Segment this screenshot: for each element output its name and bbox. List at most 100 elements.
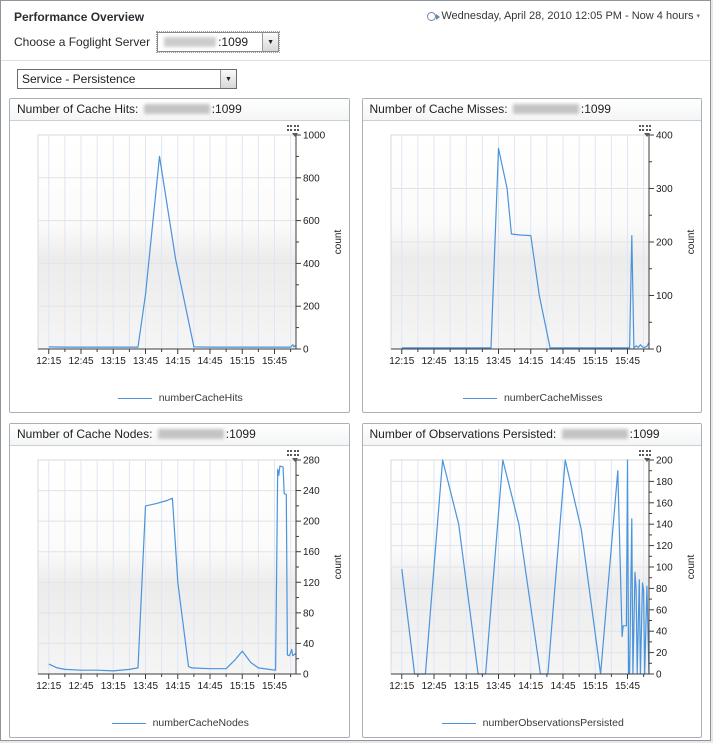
svg-text:40: 40	[303, 639, 315, 650]
legend-label: numberCacheHits	[158, 392, 243, 404]
svg-text:13:45: 13:45	[133, 681, 158, 692]
svg-text:100: 100	[656, 291, 673, 302]
chart-title-port: :1099	[225, 427, 256, 441]
chart-legend: numberCacheHits	[12, 389, 349, 407]
svg-text:15:45: 15:45	[614, 681, 639, 692]
time-range-caret-icon: ▾	[696, 13, 700, 20]
observations-persisted-chart: 0 20 40 60 80 100 120 140 160 180 200 12:15 12:45 13:…	[389, 456, 697, 693]
legend-line-swatch	[117, 397, 152, 399]
service-select-arrow-button[interactable]: ▼	[220, 70, 236, 88]
redacted-host	[512, 104, 579, 114]
svg-text:13:45: 13:45	[485, 681, 510, 692]
svg-text:280: 280	[303, 456, 320, 467]
server-select-arrow-button[interactable]: ▼	[262, 33, 279, 51]
svg-text:120: 120	[303, 578, 320, 589]
chart-panel-title: Number of Cache Misses: :1099	[362, 99, 701, 121]
chart-legend: numberObservationsPersisted	[365, 714, 702, 732]
svg-text:15:15: 15:15	[230, 681, 255, 692]
chart-options-icon[interactable]	[286, 450, 301, 464]
svg-text:80: 80	[656, 584, 668, 595]
chart-panel-observations-persisted: Number of Observations Persisted: :1099 …	[361, 423, 702, 738]
svg-text:0: 0	[656, 670, 662, 681]
chart-options-icon[interactable]	[639, 450, 653, 464]
chart-panel-body: 0 20 40 60 80 100 120 140 160 180 200 12:15 12:45 13:…	[363, 446, 702, 737]
svg-text:200: 200	[303, 302, 320, 313]
svg-text:15:45: 15:45	[262, 356, 287, 367]
service-select-value: Service - Persistence	[22, 72, 136, 86]
svg-text:240: 240	[303, 486, 320, 497]
svg-text:14:15: 14:15	[518, 681, 543, 692]
chart-panel-cache-hits: Number of Cache Hits: :1099 0 200 400 600 80…	[9, 98, 350, 413]
chart-panel-body: 0 100 200 300 400 12:15 12:45 13:15 13:45 14:15 14…	[363, 121, 702, 412]
chart-title-port: :1099	[211, 102, 242, 116]
svg-text:13:15: 13:15	[101, 356, 126, 367]
svg-text:12:45: 12:45	[421, 681, 446, 692]
chart-legend: numberCacheNodes	[12, 714, 349, 732]
svg-text:13:45: 13:45	[133, 356, 158, 367]
redacted-host	[157, 429, 224, 439]
svg-text:20: 20	[656, 648, 668, 659]
svg-text:12:45: 12:45	[68, 356, 93, 367]
svg-text:12:15: 12:15	[36, 681, 61, 692]
svg-text:800: 800	[303, 173, 320, 184]
svg-text:count: count	[686, 230, 697, 255]
svg-text:14:45: 14:45	[550, 681, 575, 692]
server-select-label: Choose a Foglight Server	[14, 35, 151, 49]
svg-text:15:15: 15:15	[582, 356, 607, 367]
server-port: :1099	[218, 35, 249, 49]
svg-text:60: 60	[656, 605, 668, 616]
redacted-host	[561, 429, 628, 439]
svg-text:300: 300	[656, 184, 673, 195]
svg-text:200: 200	[656, 456, 673, 467]
legend-line-swatch	[462, 397, 497, 399]
chart-legend: numberCacheMisses	[365, 389, 702, 407]
chart-panel-title: Number of Observations Persisted: :1099	[362, 424, 701, 446]
svg-text:160: 160	[303, 547, 320, 558]
chart-options-icon[interactable]	[639, 125, 653, 139]
redacted-server-name	[164, 37, 217, 47]
svg-text:400: 400	[656, 131, 673, 142]
svg-text:200: 200	[303, 517, 320, 528]
svg-text:15:45: 15:45	[262, 681, 287, 692]
svg-text:100: 100	[656, 563, 673, 574]
svg-text:600: 600	[303, 216, 320, 227]
svg-text:12:15: 12:15	[389, 681, 414, 692]
service-select[interactable]: Service - Persistence ▼	[17, 69, 237, 89]
svg-text:14:45: 14:45	[197, 681, 222, 692]
chart-title-port: :1099	[629, 427, 660, 441]
server-row: Choose a Foglight Server :1099 ▼	[1, 24, 710, 53]
chart-panel-cache-misses: Number of Cache Misses: :1099 0 100 200 300…	[361, 98, 702, 413]
server-select[interactable]: :1099 ▼	[156, 31, 281, 53]
svg-text:40: 40	[656, 627, 668, 638]
header-divider	[1, 60, 710, 61]
charts-grid: Number of Cache Hits: :1099 0 200 400 600 80…	[1, 98, 710, 738]
legend-label: numberCacheMisses	[503, 392, 603, 404]
redacted-host	[143, 104, 210, 114]
svg-text:count: count	[333, 230, 344, 255]
svg-text:160: 160	[656, 498, 673, 509]
svg-text:200: 200	[656, 238, 673, 249]
legend-line-swatch	[111, 722, 146, 724]
chart-panel-body: 0 40 80 120 160 200 240 280 12:15 12:45 13:15 13:45…	[10, 446, 349, 737]
chevron-down-icon: ▼	[225, 75, 232, 83]
svg-text:180: 180	[656, 477, 673, 488]
svg-text:0: 0	[303, 345, 309, 356]
svg-text:13:15: 13:15	[453, 356, 478, 367]
header-row: Performance Overview Wednesday, April 28…	[1, 1, 710, 24]
svg-text:14:15: 14:15	[165, 356, 190, 367]
svg-text:15:15: 15:15	[230, 356, 255, 367]
time-range-control[interactable]: Wednesday, April 28, 2010 12:05 PM - Now…	[427, 10, 700, 22]
chart-panel-body: 0 200 400 600 800 1000 12:15 12:45 13:15 13:45 14:…	[10, 121, 349, 412]
chevron-down-icon: ▼	[267, 38, 275, 46]
svg-text:14:15: 14:15	[165, 681, 190, 692]
cache-misses-chart: 0 100 200 300 400 12:15 12:45 13:15 13:45 14:15 14…	[389, 131, 697, 368]
svg-text:15:45: 15:45	[614, 356, 639, 367]
cache-nodes-chart: 0 40 80 120 160 200 240 280 12:15 12:45 13:15 13:45…	[36, 456, 344, 693]
svg-text:1000: 1000	[303, 131, 326, 142]
time-range-label: Wednesday, April 28, 2010 12:05 PM - Now…	[441, 10, 694, 22]
service-row: Service - Persistence ▼	[1, 61, 710, 98]
chart-options-icon[interactable]	[286, 125, 301, 139]
chart-title-port: :1099	[580, 102, 611, 116]
svg-text:14:45: 14:45	[550, 356, 575, 367]
